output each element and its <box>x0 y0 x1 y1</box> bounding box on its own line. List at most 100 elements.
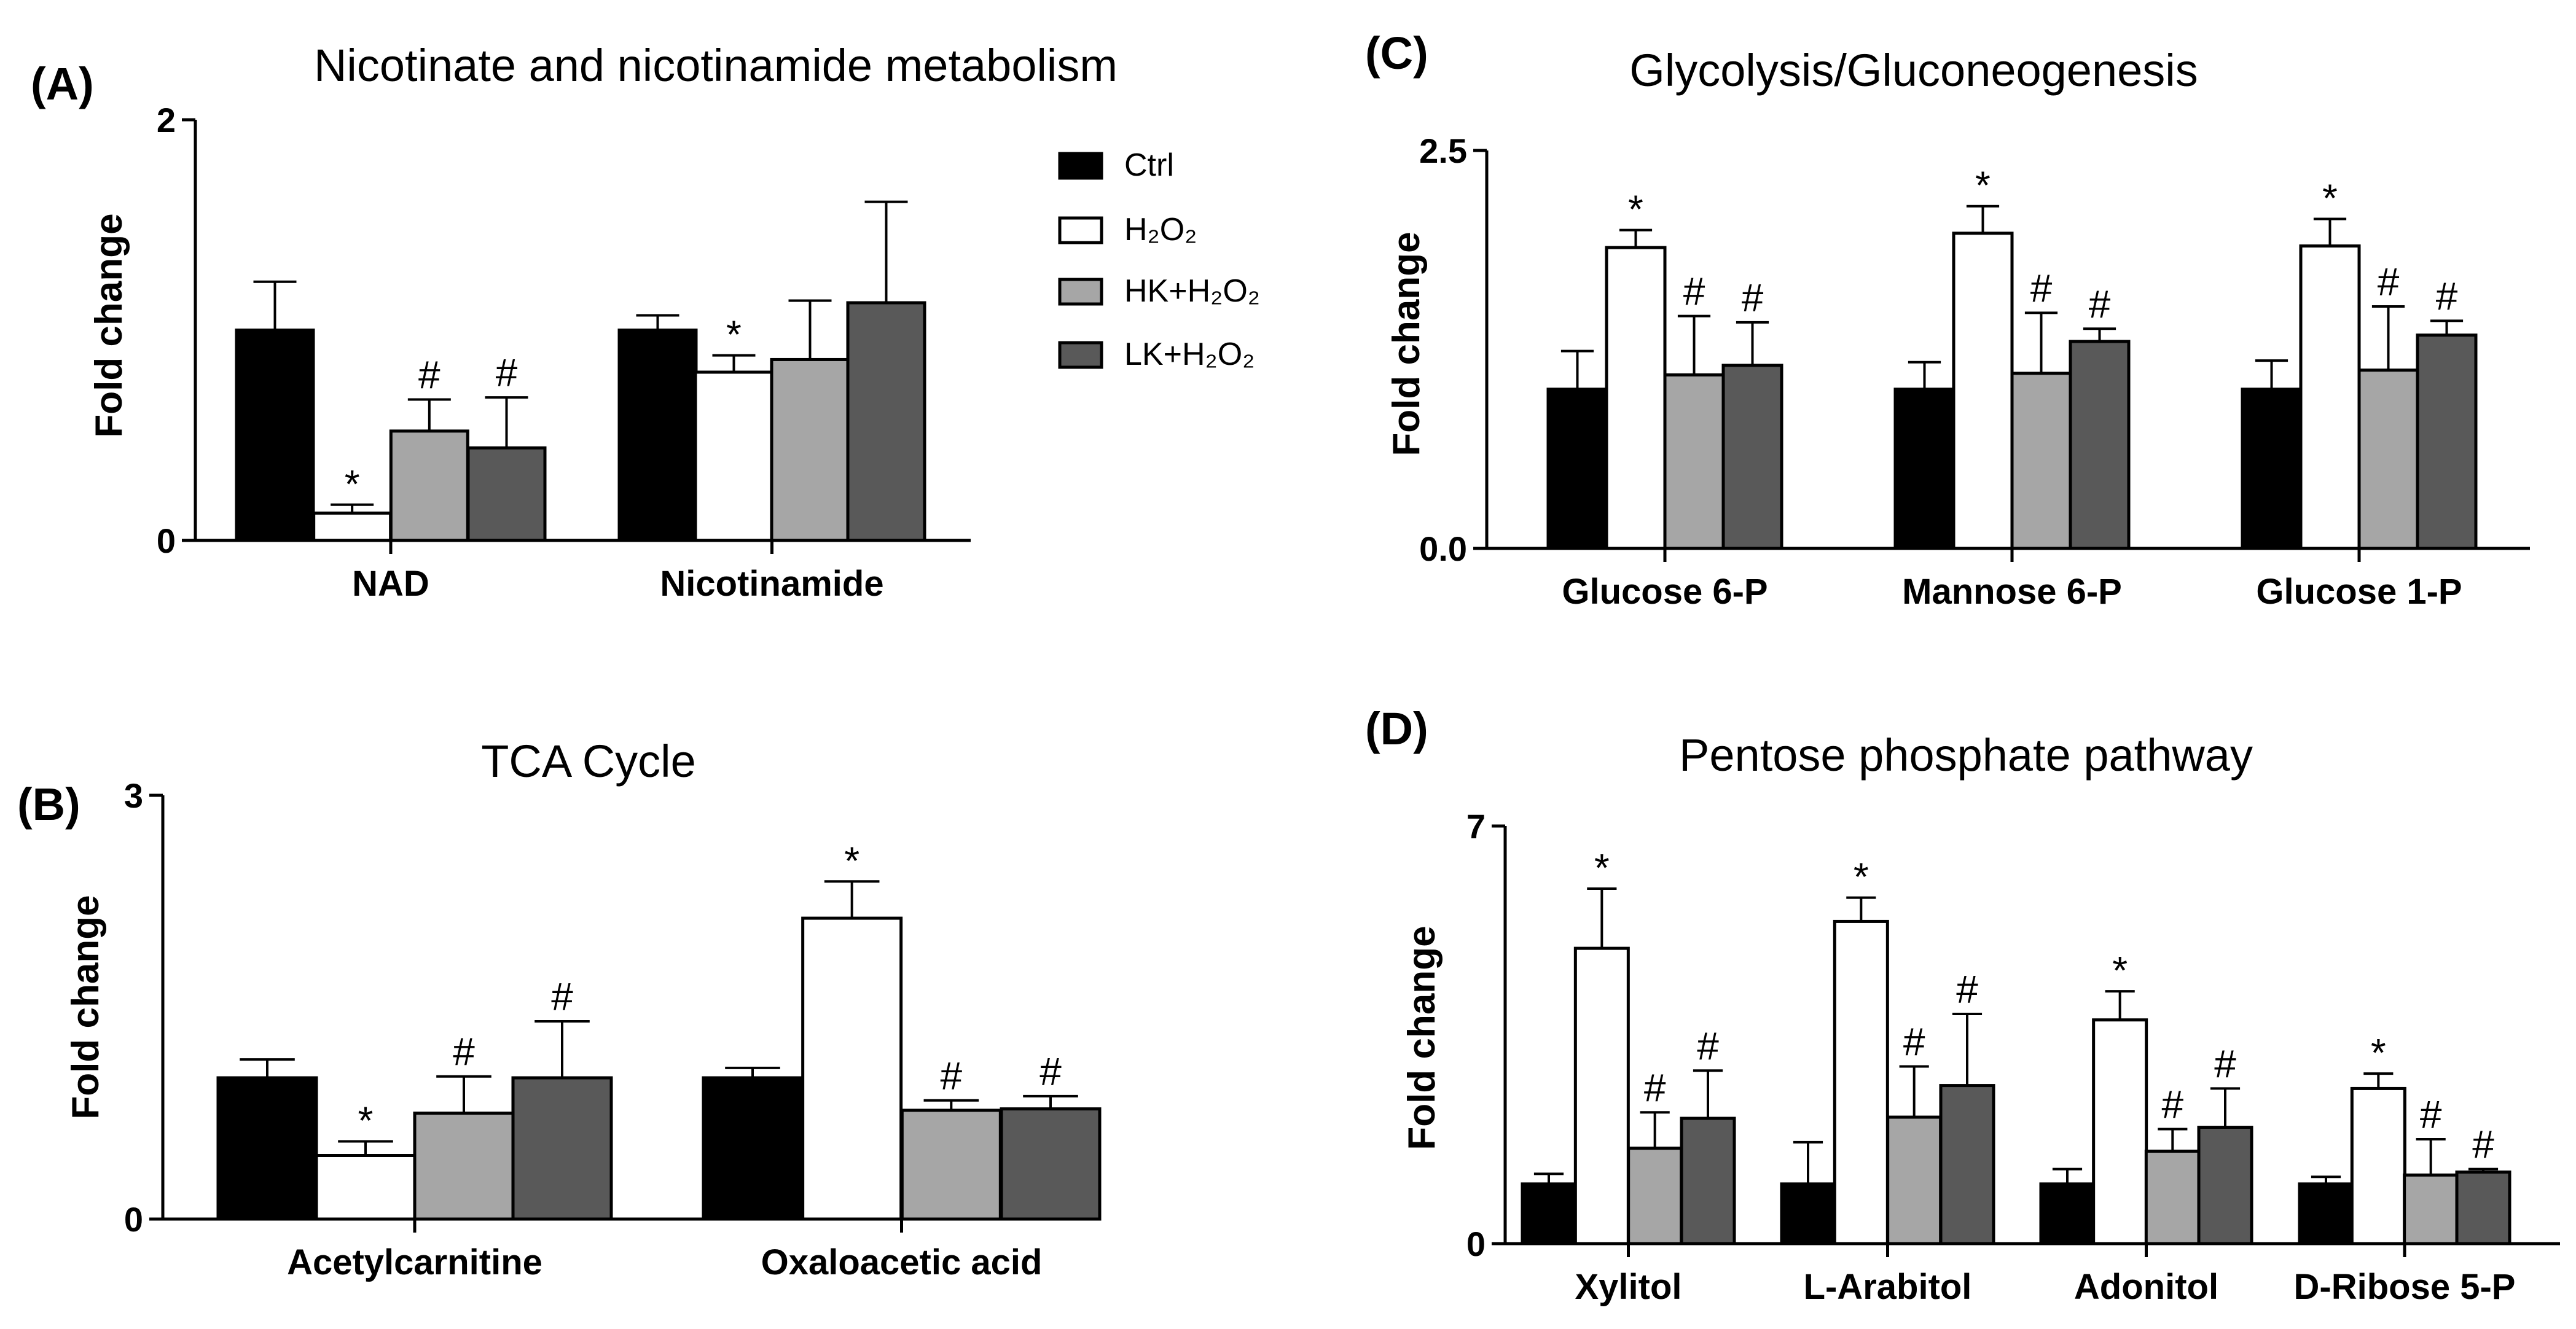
y-axis-label-d: Fold change <box>1401 926 1443 1150</box>
chart-title-d: Pentose phosphate pathway <box>1679 730 2253 781</box>
y-axis-label-b: Fold change <box>65 895 107 1119</box>
significance-label-b: # <box>453 1030 475 1074</box>
legend-label-lk-h2o2: LK+H₂O₂ <box>1124 337 1255 372</box>
chart-title-c: Glycolysis/Gluconeogenesis <box>1629 45 2198 96</box>
bar-h2o2-b <box>315 1154 417 1221</box>
category-label-d: D-Ribose 5-P <box>2294 1267 2516 1307</box>
bar-lk-h2o2-d <box>2197 1126 2253 1245</box>
legend-label-hk-h2o2: HK+H₂O₂ <box>1124 273 1260 309</box>
panel-label-d: (D) <box>1365 703 1428 754</box>
significance-label-a: # <box>418 353 440 397</box>
significance-label-c: * <box>1628 187 1643 232</box>
bar-h2o2-c <box>1605 246 1667 550</box>
significance-label-d: # <box>1903 1019 1925 1064</box>
bar-lk-h2o2-c <box>2416 333 2478 550</box>
bar-hk-h2o2-c <box>1663 373 1725 550</box>
bar-h2o2-c <box>2299 244 2361 550</box>
category-label-d: Adonitol <box>2074 1267 2218 1307</box>
bar-ctrl-c <box>1893 388 1955 550</box>
bar-h2o2-b <box>801 916 903 1221</box>
bar-h2o2-c <box>1952 232 2014 550</box>
significance-label-d: * <box>2371 1031 2386 1075</box>
bar-h2o2-d <box>1833 919 1889 1245</box>
category-label-b: Oxaloacetic acid <box>761 1242 1043 1282</box>
panel-label-b: (B) <box>17 779 80 830</box>
bar-hk-h2o2-a <box>389 429 469 542</box>
significance-label-a: * <box>345 462 360 506</box>
bar-hk-h2o2-b <box>413 1112 515 1221</box>
significance-label-d: # <box>2420 1093 2442 1137</box>
y-tick-label-a: 0 <box>157 521 176 560</box>
significance-label-b: # <box>551 975 573 1019</box>
significance-label-d: # <box>2472 1123 2494 1167</box>
significance-label-d: * <box>1854 855 1869 899</box>
significance-label-c: # <box>1742 276 1764 320</box>
significance-label-a: * <box>726 313 742 357</box>
significance-label-c: # <box>1683 270 1705 314</box>
bar-ctrl-d <box>2039 1182 2096 1245</box>
significance-label-d: # <box>1644 1066 1666 1110</box>
significance-label-b: # <box>1039 1050 1062 1094</box>
significance-label-c: # <box>2030 266 2053 310</box>
bar-hk-h2o2-d <box>1886 1115 1943 1245</box>
legend-swatch-lk-h2o2 <box>1058 341 1103 369</box>
bar-ctrl-d <box>1521 1182 1577 1245</box>
y-axis-label-a: Fold change <box>88 213 130 437</box>
bar-lk-h2o2-a <box>846 301 926 542</box>
legend-swatch-h2o2 <box>1058 216 1103 244</box>
bar-lk-h2o2-a <box>466 446 547 542</box>
bar-lk-h2o2-d <box>2455 1170 2511 1245</box>
significance-label-d: # <box>1956 967 1978 1011</box>
category-label-c: Glucose 1-P <box>2256 572 2462 612</box>
y-tick-label-b: 0 <box>124 1200 143 1239</box>
y-tick-label-a: 2 <box>157 101 176 139</box>
y-axis-label-c: Fold change <box>1385 232 1428 456</box>
bar-hk-h2o2-c <box>2010 372 2072 550</box>
bar-lk-h2o2-b <box>1000 1107 1102 1221</box>
category-label-a: Nicotinamide <box>660 564 883 604</box>
bar-ctrl-d <box>1780 1182 1836 1245</box>
category-label-c: Glucose 6-P <box>1562 572 1768 612</box>
legend-swatch-hk-h2o2 <box>1058 278 1103 306</box>
significance-label-c: # <box>2378 260 2400 304</box>
bar-hk-h2o2-a <box>770 357 850 542</box>
legend-label-ctrl: Ctrl <box>1124 147 1174 183</box>
bar-ctrl-b <box>702 1076 804 1221</box>
bar-ctrl-a <box>235 329 315 542</box>
bar-h2o2-d <box>2092 1018 2148 1245</box>
bar-lk-h2o2-b <box>511 1076 613 1221</box>
bar-ctrl-d <box>2298 1182 2354 1245</box>
bar-lk-h2o2-c <box>1721 364 1783 550</box>
y-tick-label-d: 7 <box>1466 807 1486 846</box>
y-tick-label-c: 2.5 <box>1419 131 1467 170</box>
significance-label-c: * <box>2322 176 2338 220</box>
bar-ctrl-b <box>216 1076 318 1221</box>
y-tick-label-b: 3 <box>124 776 143 815</box>
category-label-d: Xylitol <box>1575 1267 1681 1307</box>
bar-h2o2-a <box>694 370 774 542</box>
y-tick-label-d: 0 <box>1466 1225 1486 1263</box>
chart-title-b: TCA Cycle <box>481 736 696 787</box>
significance-label-c: * <box>1975 163 1991 208</box>
legend-label-h2o2: H₂O₂ <box>1124 212 1197 247</box>
bar-hk-h2o2-d <box>2144 1149 2201 1245</box>
panel-label-c: (C) <box>1365 28 1428 79</box>
bar-hk-h2o2-c <box>2357 368 2419 550</box>
significance-label-d: * <box>1594 846 1610 890</box>
bar-ctrl-c <box>1546 388 1608 550</box>
category-label-a: NAD <box>352 564 429 604</box>
bar-lk-h2o2-d <box>1680 1117 1736 1245</box>
y-tick-label-c: 0.0 <box>1419 529 1467 568</box>
significance-label-b: * <box>358 1099 374 1143</box>
significance-label-c: # <box>2436 274 2458 318</box>
significance-label-b: * <box>844 838 859 883</box>
legend: Ctrl H₂O₂ HK+H₂O₂ LK+H₂O₂ <box>1058 147 1260 372</box>
bar-hk-h2o2-d <box>2403 1173 2459 1245</box>
panel-c: (C) Glycolysis/Gluconeogenesis Fold chan… <box>1365 28 2530 612</box>
significance-label-a: # <box>496 351 518 395</box>
significance-label-b: # <box>941 1054 963 1098</box>
panel-d: (D) Pentose phosphate pathway Fold chang… <box>1365 703 2560 1307</box>
bar-h2o2-a <box>312 511 393 542</box>
category-label-d: L-Arabitol <box>1804 1267 1972 1307</box>
bar-h2o2-d <box>2350 1086 2406 1245</box>
